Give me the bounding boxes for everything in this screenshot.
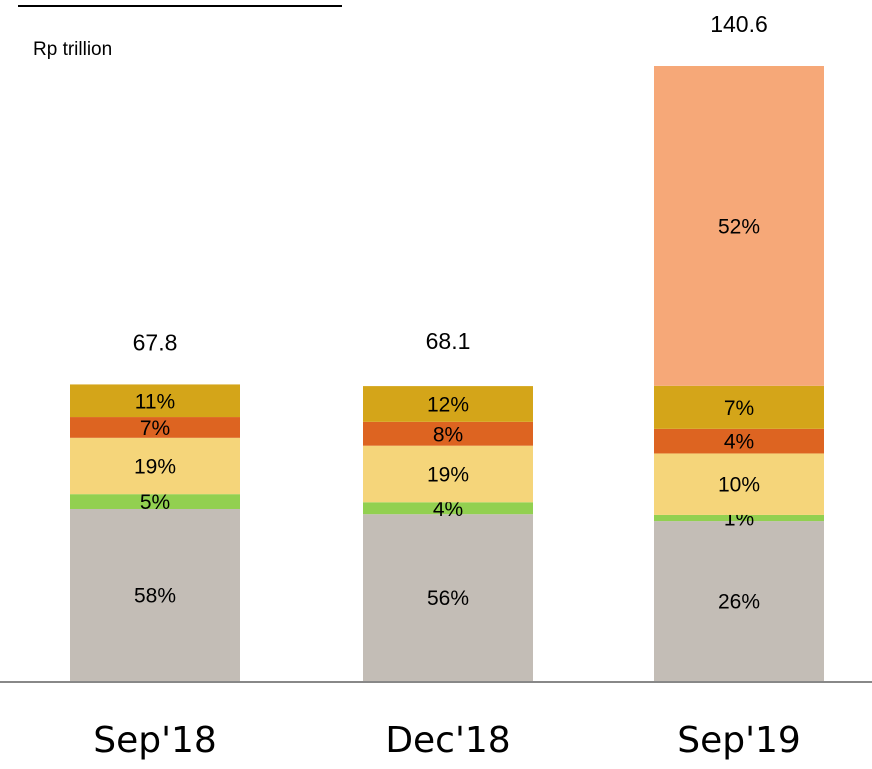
bar-segment xyxy=(363,445,533,503)
bar-segment xyxy=(654,385,824,429)
bar-segment xyxy=(654,66,824,386)
segment-label: 58% xyxy=(134,585,176,608)
total-label: 67.8 xyxy=(133,330,178,356)
x-tick-label: Dec'18 xyxy=(385,720,510,761)
segment-label: 11% xyxy=(135,390,175,413)
segment-label: 7% xyxy=(724,397,754,420)
segment-label: 4% xyxy=(724,431,754,454)
bar-segment xyxy=(70,494,240,509)
bar-segment xyxy=(363,421,533,446)
segment-label: 8% xyxy=(433,423,463,446)
segment-label: 7% xyxy=(140,417,170,440)
total-label: 140.6 xyxy=(710,11,768,37)
bar-segment xyxy=(654,428,824,454)
bar-segment xyxy=(363,386,533,422)
segment-label: 12% xyxy=(427,394,469,417)
x-tick-label: Sep'18 xyxy=(93,720,217,761)
bar-segment xyxy=(654,514,824,522)
bar-segment xyxy=(70,508,240,681)
segment-label: 10% xyxy=(718,474,760,497)
segment-label: 4% xyxy=(433,498,463,521)
bar-segment xyxy=(70,417,240,438)
bar-segment xyxy=(654,453,824,515)
segment-label: 19% xyxy=(134,456,176,479)
x-tick-label: Sep'19 xyxy=(677,720,801,761)
segment-label: 26% xyxy=(718,591,760,614)
segment-label: 56% xyxy=(427,587,469,610)
bar-segment xyxy=(654,521,824,681)
bar-segment xyxy=(70,384,240,418)
bar-segment xyxy=(70,437,240,495)
segment-label: 5% xyxy=(140,491,170,514)
segment-label: 19% xyxy=(427,464,469,487)
segment-label: 52% xyxy=(718,215,760,238)
total-label: 68.1 xyxy=(426,328,471,354)
bar-segment xyxy=(363,514,533,681)
unit-label: Rp trillion xyxy=(33,39,112,60)
bar-segment xyxy=(363,502,533,515)
